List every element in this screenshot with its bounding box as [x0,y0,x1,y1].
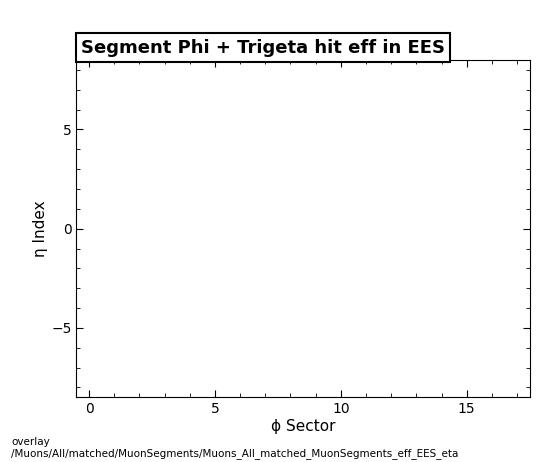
Text: overlay: overlay [11,437,50,447]
Text: /Muons/All/matched/MuonSegments/Muons_All_matched_MuonSegments_eff_EES_eta: /Muons/All/matched/MuonSegments/Muons_Al… [11,448,458,459]
X-axis label: ϕ Sector: ϕ Sector [271,419,335,434]
Text: Segment Phi + Trigeta hit eff in EES: Segment Phi + Trigeta hit eff in EES [81,39,445,57]
Y-axis label: η Index: η Index [33,201,49,257]
